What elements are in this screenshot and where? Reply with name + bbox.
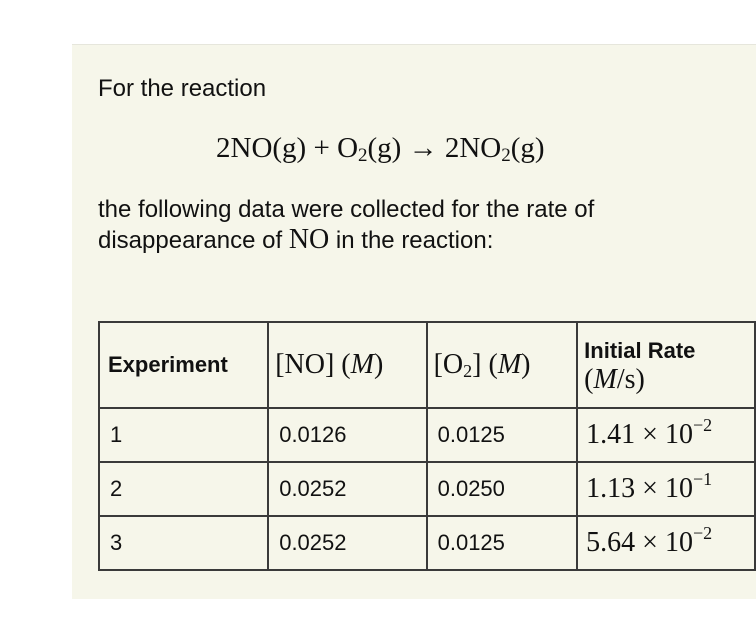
- cell-o2: 0.0250: [425, 461, 579, 517]
- table-row: 2 0.0252 0.0250 1.13 × 10−1: [97, 461, 756, 517]
- cell-no: 0.0252: [267, 461, 428, 517]
- header-o2-concentration: [O2] (M): [425, 321, 579, 409]
- cell-experiment: 2: [97, 461, 270, 517]
- cell-rate: 5.64 × 10−2: [576, 515, 756, 571]
- reactant-no: 2NO(g): [216, 132, 307, 164]
- reaction-equation: 2NO(g) + O2(g) → 2NO2(g): [216, 131, 545, 165]
- intro-text: For the reaction: [98, 75, 267, 102]
- cell-no: 0.0252: [267, 515, 428, 571]
- cell-no: 0.0126: [267, 407, 428, 463]
- header-no-concentration: [NO] (M): [267, 321, 428, 409]
- rate-data-table: Experiment [NO] (M) [O2] (M) Initial Rat…: [97, 321, 756, 571]
- product-no2: 2NO2(g): [444, 132, 545, 166]
- reaction-arrow: →: [408, 132, 438, 164]
- cell-experiment: 3: [97, 515, 270, 571]
- plus-sign: +: [313, 132, 330, 164]
- table-row: 3 0.0252 0.0125 5.64 × 10−2: [97, 515, 756, 571]
- reactant-o2: O2(g): [337, 132, 402, 166]
- header-initial-rate: Initial Rate (M/s): [576, 321, 756, 409]
- species-no: NO: [288, 224, 330, 255]
- question-panel: For the reaction 2NO(g) + O2(g) → 2NO2(g…: [72, 44, 756, 599]
- table-row: 1 0.0126 0.0125 1.41 × 10−2: [97, 407, 756, 463]
- cell-rate: 1.13 × 10−1: [576, 461, 756, 517]
- cell-o2: 0.0125: [425, 515, 579, 571]
- data-description: the following data were collected for th…: [98, 196, 595, 255]
- cell-experiment: 1: [97, 407, 270, 463]
- table-header-row: Experiment [NO] (M) [O2] (M) Initial Rat…: [97, 321, 756, 409]
- cell-o2: 0.0125: [425, 407, 579, 463]
- header-experiment: Experiment: [97, 321, 270, 409]
- cell-rate: 1.41 × 10−2: [576, 407, 756, 463]
